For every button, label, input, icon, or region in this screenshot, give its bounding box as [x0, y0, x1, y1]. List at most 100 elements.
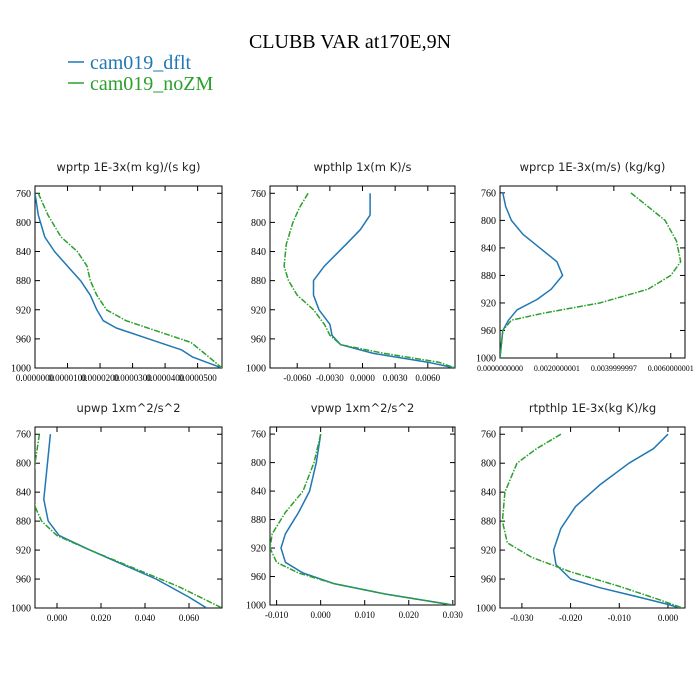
series-line-cam019_noZM: [35, 434, 222, 608]
y-tick-label: 840: [481, 488, 496, 499]
x-tick-label: 0.0060000001: [648, 364, 694, 373]
y-tick-label: 760: [481, 430, 496, 441]
y-tick-label: 920: [481, 546, 496, 557]
x-tick-label: -0.010: [608, 613, 632, 623]
legend-label: cam019_dflt: [90, 52, 192, 74]
x-tick-label: 0.0000000: [16, 373, 55, 383]
chart-title: rtpthlp 1E-3x(kg K)/kg: [529, 401, 656, 415]
x-tick-label: -0.030: [510, 613, 534, 623]
chart-title: upwp 1xm^2/s^2: [76, 401, 180, 415]
y-tick-label: 880: [16, 517, 31, 528]
y-tick-label: 1000: [246, 601, 266, 612]
x-tick-label: 0.000: [658, 613, 679, 623]
chart-title: wpthlp 1x(m K)/s: [313, 160, 411, 174]
x-tick-label: 0.0000100: [48, 373, 87, 383]
x-tick-label: 0.0000500: [178, 373, 217, 383]
series-line-cam019_noZM: [500, 192, 682, 358]
y-tick-label: 760: [251, 189, 266, 200]
y-tick-label: 760: [16, 189, 31, 200]
y-tick-label: 920: [481, 298, 496, 309]
series-line-cam019_noZM: [270, 433, 453, 605]
y-tick-label: 920: [16, 305, 31, 316]
x-tick-label: 0.060: [179, 613, 200, 623]
chart-panel-4: upwp 1xm^2/s^2 760 800 840 880 920 960 1000 0.00…: [11, 401, 223, 623]
y-tick-label: 1000: [11, 604, 31, 615]
plot-frame: [499, 185, 686, 359]
plot-frame: [499, 426, 686, 609]
series-line-cam019_dflt: [280, 433, 453, 605]
x-tick-label: 0.0039999997: [591, 364, 637, 373]
x-tick-label: 0.010: [355, 610, 376, 620]
chart-panel-5: vpwp 1xm^2/s^2 760 800 840 880 920 960 1000-0.0…: [246, 401, 463, 620]
y-tick-label: 920: [16, 546, 31, 557]
y-tick-label: 1000: [246, 364, 266, 375]
series-line-cam019_noZM: [37, 192, 222, 368]
y-tick-label: 760: [481, 188, 496, 199]
x-tick-label: 0.0000200: [81, 373, 120, 383]
x-tick-label: 0.020: [399, 610, 420, 620]
x-tick-label: 0.0020000001: [534, 364, 580, 373]
y-tick-label: 960: [16, 334, 31, 345]
page-title: CLUBB VAR at170E,9N: [249, 31, 451, 53]
x-tick-label: 0.0000000000: [477, 364, 523, 373]
series-line-cam019_noZM: [283, 192, 455, 368]
series-line-cam019_dflt: [500, 192, 564, 358]
y-tick-label: 1000: [476, 354, 496, 365]
series-line-cam019_dflt: [552, 433, 681, 608]
x-tick-label: 0.0060: [415, 373, 440, 383]
y-tick-label: 840: [251, 247, 266, 258]
plot-frame: [269, 426, 456, 606]
x-tick-label: 0.000: [311, 610, 332, 620]
y-tick-label: 960: [251, 334, 266, 345]
y-tick-label: 880: [251, 515, 266, 526]
y-tick-label: 840: [16, 247, 31, 258]
y-tick-label: 1000: [11, 364, 31, 375]
series-line-cam019_noZM: [501, 433, 683, 608]
y-tick-label: 880: [481, 271, 496, 282]
y-tick-label: 960: [481, 326, 496, 337]
y-tick-label: 800: [251, 458, 266, 469]
y-tick-label: 840: [481, 243, 496, 254]
x-tick-label: 0.020: [91, 613, 112, 623]
x-tick-label: 0.040: [135, 613, 156, 623]
x-tick-label: 0.0000400: [146, 373, 185, 383]
chart-title: wprtp 1E-3x(m kg)/(s kg): [57, 160, 201, 174]
x-tick-label: -0.0060: [283, 373, 311, 383]
chart-panels: wprtp 1E-3x(m kg)/(s kg) 760 800 840 880 920 9…: [11, 160, 694, 623]
chart-panel-1: wprtp 1E-3x(m kg)/(s kg) 760 800 840 880 920 9…: [11, 160, 223, 383]
series-line-cam019_dflt: [43, 434, 207, 608]
plot-frame: [34, 185, 223, 369]
x-tick-label: -0.020: [559, 613, 583, 623]
y-tick-label: 760: [16, 430, 31, 441]
y-tick-label: 800: [16, 459, 31, 470]
y-tick-label: 960: [251, 572, 266, 583]
y-tick-label: 880: [251, 276, 266, 287]
y-tick-label: 920: [251, 544, 266, 555]
y-tick-label: 1000: [476, 604, 496, 615]
x-tick-label: 0.000: [47, 613, 68, 623]
x-tick-label: 0.030: [443, 610, 464, 620]
x-tick-label: 0.0000300: [113, 373, 152, 383]
chart-panel-3: wprcp 1E-3x(m/s) (kg/kg) 760 800 840 880 920 9…: [476, 160, 694, 373]
y-tick-label: 880: [481, 517, 496, 528]
y-tick-label: 920: [251, 305, 266, 316]
x-tick-label: -0.0030: [316, 373, 344, 383]
series-line-cam019_dflt: [35, 193, 222, 368]
y-tick-label: 840: [251, 487, 266, 498]
chart-title: wprcp 1E-3x(m/s) (kg/kg): [520, 160, 666, 174]
chart-panel-2: wpthlp 1x(m K)/s 760 800 840 880 920 960 1000 -0…: [246, 160, 456, 383]
y-tick-label: 800: [16, 218, 31, 229]
y-tick-label: 880: [16, 276, 31, 287]
y-tick-label: 800: [481, 216, 496, 227]
chart-title: vpwp 1xm^2/s^2: [311, 401, 415, 415]
y-tick-label: 800: [481, 459, 496, 470]
x-tick-label: 0.0000: [350, 373, 375, 383]
x-tick-label: -0.010: [265, 610, 289, 620]
y-tick-label: 840: [16, 488, 31, 499]
y-tick-label: 960: [481, 575, 496, 586]
plot-frame: [34, 426, 223, 609]
y-tick-label: 800: [251, 218, 266, 229]
legend-label: cam019_noZM: [90, 73, 214, 95]
